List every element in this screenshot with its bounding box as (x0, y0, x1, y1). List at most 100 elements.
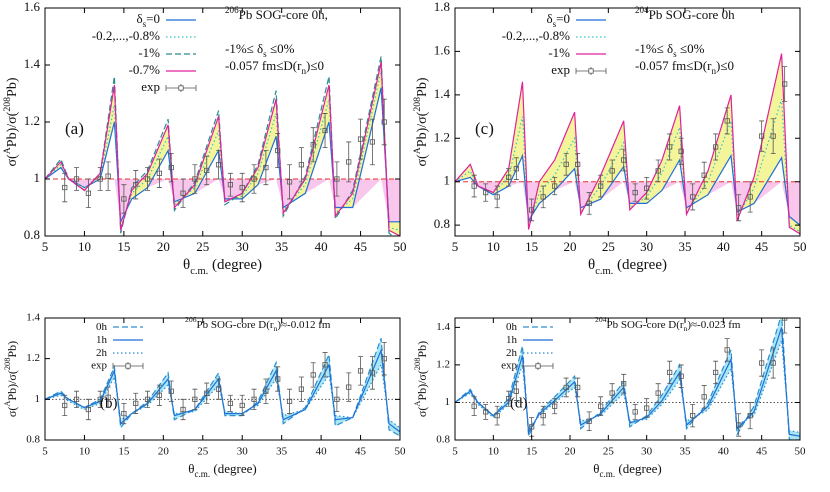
x-tick-label: 40 (717, 239, 730, 254)
exp-point (168, 388, 174, 394)
annotation-sub: s (673, 49, 677, 59)
exp-point (144, 396, 151, 402)
exp-point (667, 144, 673, 150)
error-bar (358, 118, 364, 160)
exp-point (369, 370, 375, 376)
error-bar (263, 150, 269, 186)
error-bar (310, 127, 316, 163)
y-tick-label: 0.8 (24, 227, 40, 242)
error-bar (156, 384, 162, 406)
exp-point (483, 409, 489, 415)
exp-point (586, 200, 592, 207)
error-bar (494, 405, 500, 426)
error-bar (334, 161, 340, 197)
exp-point (286, 179, 293, 185)
annotation-part: -1%≤ δ (225, 41, 263, 56)
y-axis-label-sup: A (3, 401, 12, 407)
exp-point (552, 403, 558, 409)
annotation-sub: n (684, 324, 688, 333)
legend-label-part: -1% (138, 45, 160, 60)
error-bar (736, 194, 742, 222)
annotation-part: )≤0 (716, 58, 734, 73)
error-bar (598, 396, 604, 416)
x-axis-label-part: (degree) (210, 461, 257, 476)
error-bar (483, 403, 489, 420)
y-tick-label: 1.6 (434, 42, 451, 57)
exp-point (275, 376, 281, 382)
legend-label-sub: s (553, 19, 557, 29)
y-axis-label-part: Pb)/σ( (5, 111, 20, 147)
error-bar (204, 155, 210, 186)
exp-point (759, 133, 765, 139)
panel-label: (b) (100, 395, 118, 411)
exp-point (239, 184, 245, 191)
error-bar (513, 381, 519, 401)
exp-point (621, 157, 627, 163)
exp-point (133, 182, 139, 188)
exp-point (97, 176, 103, 182)
y-axis-label-sup: 208 (413, 358, 422, 371)
error-bar (529, 198, 535, 222)
error-bar (701, 161, 707, 189)
x-axis-label-sub: c.m. (195, 469, 211, 479)
exp-point (310, 372, 316, 378)
error-bar (298, 147, 304, 183)
x-tick-label: 25 (197, 446, 209, 458)
error-bar (263, 378, 269, 404)
error-bar (216, 378, 222, 400)
error-bar (575, 153, 581, 176)
y-axis-label-sup: A (2, 147, 13, 154)
annotation-sub: n (301, 66, 306, 76)
exp-point (263, 164, 269, 171)
annotation: -1%≤ δs ≤0% (635, 41, 705, 59)
annotation-part: )≤0 (306, 58, 324, 73)
x-tick-label: 40 (315, 239, 328, 254)
x-tick-label: 5 (42, 239, 49, 254)
y-tick-label: 1.2 (434, 129, 450, 144)
exp-point (552, 183, 558, 189)
annotation-sub: n (274, 324, 278, 333)
exp-point (678, 148, 684, 154)
error-bar (322, 352, 328, 378)
x-axis-label: θc.m. (degree) (593, 461, 661, 479)
exp-point (782, 318, 788, 321)
exp-point (85, 190, 91, 196)
legend-label-part: =0 (146, 11, 160, 26)
exp-point (298, 386, 304, 392)
annotation-part: ≤0% (677, 41, 705, 56)
x-tick-label: 15 (118, 446, 130, 458)
error-bar (724, 107, 730, 135)
legend-swatch (125, 363, 131, 369)
x-tick-label: 35 (679, 239, 692, 254)
x-axis-label-part: θ (188, 461, 194, 476)
error-bar (747, 402, 753, 430)
y-axis-label: σ(APb)/σ(208Pb) (413, 341, 428, 417)
y-tick-label: 1.4 (24, 56, 41, 71)
error-bar (239, 394, 245, 416)
exp-point (471, 183, 477, 189)
exp-point (770, 360, 776, 366)
exp-point (381, 356, 387, 362)
error-bar (575, 377, 581, 398)
error-bar (85, 178, 91, 208)
exp-point (144, 176, 151, 182)
y-axis-label-part: Pb) (5, 341, 19, 358)
y-tick-label: 1.2 (436, 358, 450, 370)
error-bar (655, 159, 661, 183)
exp-point (121, 196, 127, 202)
error-bar (690, 403, 696, 428)
exp-point (73, 396, 80, 402)
error-bar (334, 386, 340, 412)
legend-label: δs=0 (136, 11, 160, 29)
error-bar (310, 362, 316, 388)
band-fill (45, 62, 400, 236)
legend-label-part: 1h (96, 334, 108, 346)
x-tick-label: 30 (640, 239, 653, 254)
exp-point (105, 394, 111, 400)
x-tick-label: 5 (452, 446, 458, 458)
error-bar (621, 373, 627, 394)
legend-swatch (178, 85, 184, 91)
x-tick-label: 30 (641, 446, 653, 458)
exp-point (215, 162, 222, 168)
legend-label: -1% (138, 45, 160, 60)
